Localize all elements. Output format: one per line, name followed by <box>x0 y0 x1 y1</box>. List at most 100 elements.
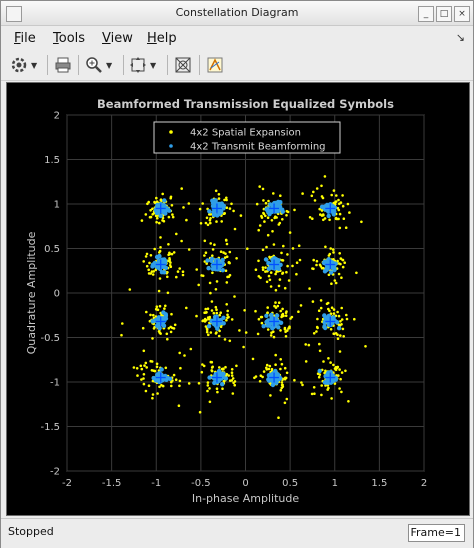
spatial-expansion-point <box>337 374 340 377</box>
spatial-expansion-point <box>283 366 287 370</box>
spatial-expansion-point <box>315 259 319 263</box>
spatial-expansion-point <box>329 328 333 331</box>
spatial-expansion-point <box>155 362 159 366</box>
spatial-expansion-point <box>319 265 323 268</box>
measurements-button[interactable] <box>174 54 192 76</box>
spatial-expansion-point <box>224 365 227 369</box>
spatial-expansion-point <box>261 248 265 252</box>
spatial-expansion-point <box>198 207 202 211</box>
spatial-expansion-point <box>121 322 124 325</box>
spatial-expansion-point <box>282 244 285 248</box>
autoscale-dropdown-icon[interactable]: ▼ <box>150 60 157 70</box>
spatial-expansion-point <box>286 329 289 332</box>
beamforming-point <box>270 382 276 388</box>
menu-file[interactable]: File <box>14 31 36 46</box>
spatial-expansion-point <box>257 228 260 232</box>
spatial-expansion-point <box>341 204 345 208</box>
spatial-expansion-point <box>211 365 214 369</box>
spatial-expansion-point <box>341 327 345 331</box>
spatial-expansion-point <box>340 318 344 321</box>
spatial-expansion-point <box>205 330 209 334</box>
spatial-expansion-point <box>281 385 285 388</box>
spatial-expansion-point <box>345 313 348 317</box>
menu-view[interactable]: View <box>102 31 133 46</box>
zoom-dropdown-icon[interactable]: ▼ <box>106 60 113 70</box>
x-tick-label: 2 <box>421 478 427 489</box>
spatial-expansion-point <box>330 306 334 309</box>
window-menu-icon[interactable] <box>6 6 22 22</box>
spatial-expansion-point <box>283 286 287 290</box>
spatial-expansion-point <box>324 369 327 373</box>
spatial-expansion-point <box>320 184 323 188</box>
spatial-expansion-point <box>337 314 341 318</box>
spatial-expansion-point <box>231 392 235 395</box>
print-button[interactable] <box>54 54 72 76</box>
beamforming-point <box>206 266 211 271</box>
spatial-expansion-point <box>175 232 178 236</box>
spatial-expansion-point <box>312 332 316 335</box>
spatial-expansion-point <box>209 331 213 334</box>
spatial-expansion-point <box>204 325 208 328</box>
spatial-expansion-point <box>297 244 301 247</box>
undock-icon[interactable]: ↘ <box>455 31 465 44</box>
beamforming-point <box>334 320 340 325</box>
toolbar-separator <box>47 55 48 75</box>
spatial-expansion-point <box>312 386 316 389</box>
beamforming-point <box>215 267 220 272</box>
beamforming-point <box>326 213 331 219</box>
x-tick-label: 1.5 <box>371 478 387 489</box>
spatial-expansion-point <box>169 195 173 199</box>
spatial-expansion-point <box>360 220 363 224</box>
spatial-expansion-point <box>327 254 331 257</box>
spatial-expansion-point <box>338 212 342 216</box>
settings-dropdown-icon[interactable]: ▼ <box>31 60 38 70</box>
spatial-expansion-point <box>239 214 243 217</box>
maximize-button[interactable]: □ <box>436 6 452 22</box>
minimize-button[interactable]: _ <box>418 6 434 22</box>
spatial-expansion-point <box>274 301 277 304</box>
settings-button[interactable]: ▼ <box>10 54 37 76</box>
autoscale-button[interactable]: ▼ <box>129 54 156 76</box>
spatial-expansion-point <box>300 381 303 384</box>
spatial-expansion-point <box>332 312 336 315</box>
spatial-expansion-point <box>169 265 173 269</box>
menu-tools[interactable]: Tools <box>53 31 86 46</box>
spatial-expansion-point <box>311 267 314 270</box>
spatial-expansion-point <box>320 209 324 212</box>
spatial-expansion-point <box>347 400 350 403</box>
zoom-button[interactable]: ▼ <box>85 54 112 76</box>
spatial-expansion-point <box>232 209 235 213</box>
spatial-expansion-point <box>322 213 325 217</box>
spatial-expansion-point <box>153 247 156 251</box>
y-tick-label: -1.5 <box>40 422 60 433</box>
spatial-expansion-point <box>209 217 212 220</box>
spatial-expansion-point <box>320 393 323 397</box>
close-button[interactable]: × <box>454 6 470 22</box>
spatial-expansion-point <box>304 360 308 363</box>
spatial-expansion-point <box>279 194 282 197</box>
spatial-expansion-point <box>337 198 340 202</box>
menu-help[interactable]: Help <box>147 31 177 46</box>
beamforming-point <box>163 265 169 270</box>
y-tick-label: -1 <box>50 378 60 389</box>
spatial-expansion-point <box>341 194 344 197</box>
spatial-expansion-point <box>279 358 283 361</box>
beamforming-point <box>276 325 281 330</box>
spatial-expansion-point <box>284 311 288 315</box>
toolbar-separator <box>78 55 79 75</box>
spatial-expansion-point <box>285 397 289 401</box>
beamforming-point <box>151 375 156 381</box>
spatial-expansion-point <box>338 368 341 371</box>
beamforming-point <box>220 268 225 273</box>
status-text: Stopped <box>8 525 54 538</box>
spatial-expansion-point <box>158 221 161 225</box>
spatial-expansion-point <box>219 311 222 314</box>
spatial-expansion-point <box>286 264 289 268</box>
spatial-expansion-point <box>266 216 270 219</box>
spatial-expansion-point <box>332 332 336 335</box>
chart-title: Beamformed Transmission Equalized Symbol… <box>97 97 394 111</box>
spatial-expansion-point <box>323 217 327 220</box>
spatial-expansion-point <box>336 206 340 210</box>
spatial-expansion-point <box>144 361 148 365</box>
style-button[interactable] <box>206 54 224 76</box>
